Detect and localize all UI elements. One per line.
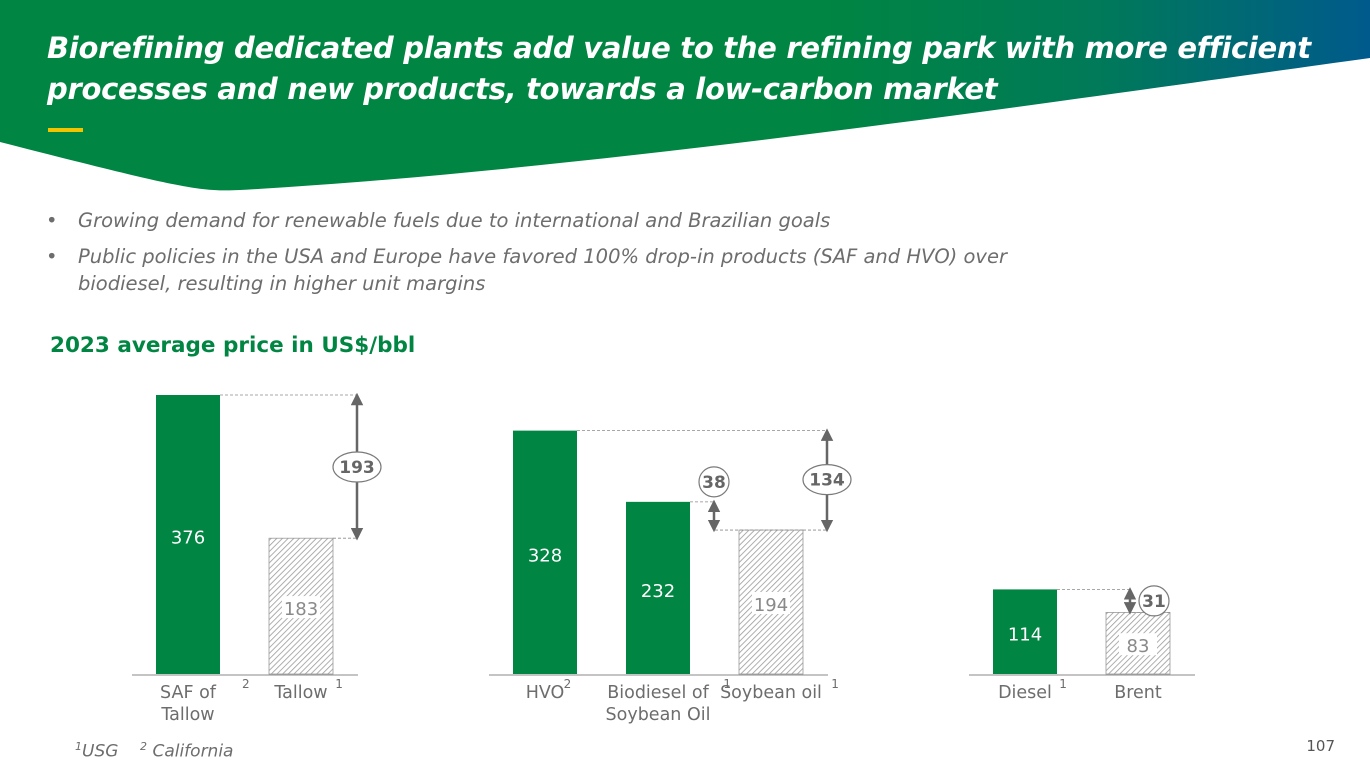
title-line-1: Biorefining dedicated plants add value t… [47, 31, 1311, 65]
bar-value-label: 328 [528, 545, 562, 566]
bar-value-label: 83 [1127, 636, 1150, 657]
footnote-superscript: 1 [335, 677, 343, 691]
bar [156, 395, 220, 674]
category-label: Tallow [160, 705, 214, 725]
bullet-list: • Growing demand for renewable fuels due… [46, 207, 1046, 306]
bullet-item: • Growing demand for renewable fuels due… [46, 207, 1046, 234]
footnote-text: USG [82, 741, 119, 762]
bullet-glyph: • [46, 245, 58, 268]
page-title: Biorefining dedicated plants add value t… [47, 28, 1327, 110]
difference-badge [802, 464, 852, 496]
bar-value-label: 232 [641, 581, 675, 602]
footnote-superscript: 1 [723, 677, 731, 691]
value-label-bg [282, 596, 320, 619]
bullet-text-line-1: Public policies in the USA and Europe ha… [78, 245, 1007, 268]
difference-badge [1138, 585, 1170, 617]
footnote-superscript: 2 [564, 677, 572, 691]
category-label: Biodiesel of [607, 683, 709, 703]
bar-value-label: 114 [1008, 625, 1042, 646]
difference-value: 31 [1142, 592, 1166, 612]
footnote-superscript: 2 [242, 677, 250, 691]
bullet-text-line-2: biodiesel, resulting in higher unit marg… [78, 272, 486, 295]
difference-value: 134 [809, 471, 845, 491]
category-label: Tallow [273, 683, 327, 703]
category-label: Brent [1114, 683, 1162, 703]
bullet-text: Growing demand for renewable fuels due t… [78, 209, 831, 232]
bar [626, 501, 690, 674]
difference-badge [698, 466, 730, 498]
category-label: Soybean oil [720, 683, 822, 703]
category-label: Soybean Oil [606, 705, 711, 725]
value-label-bg [1119, 633, 1157, 656]
difference-badge [332, 451, 382, 483]
title-accent-bar [48, 128, 83, 132]
header-banner [0, 0, 1370, 191]
footnote-text: California [152, 741, 234, 762]
footnotes: 1USG 2 California [75, 740, 233, 762]
difference-value: 38 [702, 473, 726, 493]
chart-title: 2023 average price in US$/bbl [50, 333, 416, 358]
bar-value-label: 376 [171, 528, 205, 549]
bullet-item: • Public policies in the USA and Europe … [46, 243, 1046, 297]
category-label: HVO [526, 683, 565, 703]
bar-value-label: 194 [754, 595, 788, 616]
page-number: 107 [1306, 737, 1335, 755]
bar-value-label: 183 [284, 599, 318, 620]
bar [993, 589, 1057, 674]
bar [513, 430, 577, 674]
category-label: SAF of [160, 683, 217, 703]
footnote-superscript: 1 [831, 677, 839, 691]
bullet-glyph: • [46, 209, 58, 232]
category-label: Diesel [998, 683, 1052, 703]
footnote-mark: 2 [140, 740, 148, 753]
value-label-bg [752, 592, 790, 615]
footnote-superscript: 1 [1059, 677, 1067, 691]
title-line-2: processes and new products, towards a lo… [47, 72, 998, 106]
footnote-mark: 1 [75, 740, 82, 753]
difference-value: 193 [339, 458, 375, 478]
